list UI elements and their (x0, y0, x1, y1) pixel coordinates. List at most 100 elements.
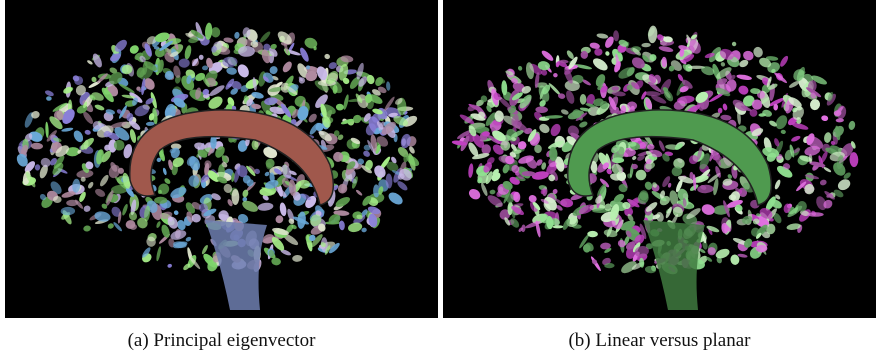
texture (362, 150, 371, 159)
texture (820, 150, 829, 163)
figure-image-a (5, 0, 438, 318)
texture (298, 180, 310, 189)
texture (252, 77, 257, 91)
texture (849, 152, 858, 167)
texture (720, 61, 726, 67)
texture (722, 103, 728, 111)
texture (706, 224, 720, 233)
texture (199, 55, 204, 60)
texture (467, 187, 482, 202)
texture (823, 132, 832, 144)
texture (121, 203, 129, 216)
texture (780, 130, 786, 135)
texture (31, 142, 44, 149)
texture (774, 179, 782, 190)
texture (128, 210, 139, 222)
texture (173, 209, 180, 215)
texture (647, 25, 657, 43)
texture (339, 220, 346, 230)
texture (83, 205, 92, 213)
texture (112, 221, 123, 232)
texture (154, 197, 167, 204)
figure-image-b (443, 0, 876, 318)
texture (517, 65, 523, 71)
texture (823, 166, 832, 173)
texture (155, 246, 161, 262)
texture (129, 128, 137, 143)
texture (807, 212, 823, 217)
brain-stem (643, 220, 705, 310)
texture (210, 192, 222, 202)
texture (408, 145, 416, 154)
texture (596, 33, 608, 40)
texture (774, 113, 790, 131)
texture (587, 231, 598, 238)
texture (779, 55, 790, 68)
texture (257, 202, 274, 212)
texture (201, 244, 209, 255)
texture (665, 206, 674, 219)
texture (697, 184, 714, 193)
texture (386, 81, 391, 91)
texture (84, 129, 91, 135)
texture (468, 163, 474, 178)
texture (737, 84, 750, 96)
texture (701, 203, 716, 217)
texture (86, 59, 93, 65)
texture (736, 74, 752, 81)
texture (107, 222, 115, 229)
page: (a) Principal eigenvector (b) Linear ver… (0, 0, 880, 364)
texture (336, 103, 344, 110)
texture (636, 191, 650, 206)
texture (528, 194, 538, 204)
texture (836, 118, 844, 123)
texture (553, 225, 564, 228)
texture (258, 30, 271, 44)
texture (821, 115, 829, 122)
texture (809, 98, 821, 111)
texture (396, 180, 409, 193)
texture (66, 200, 78, 207)
texture (848, 120, 856, 130)
texture (752, 46, 764, 59)
texture (91, 52, 104, 69)
texture (540, 49, 555, 63)
texture (211, 27, 220, 38)
texture (641, 43, 651, 48)
texture (184, 45, 193, 60)
texture (553, 72, 559, 78)
texture (162, 167, 167, 175)
texture (538, 122, 552, 135)
texture (564, 89, 576, 105)
texture (560, 108, 569, 115)
texture (61, 127, 73, 132)
texture (361, 227, 367, 232)
texture (72, 129, 85, 144)
texture (742, 49, 755, 61)
texture (658, 45, 674, 53)
texture (235, 62, 251, 79)
texture (156, 221, 162, 229)
texture (279, 202, 287, 217)
texture (480, 182, 489, 196)
caption: (a) Principal eigenvector (5, 330, 438, 352)
texture (549, 122, 563, 137)
texture (489, 189, 495, 194)
texture (324, 53, 331, 60)
texture (773, 71, 788, 84)
texture (94, 104, 105, 112)
texture (580, 94, 587, 105)
texture (644, 180, 654, 191)
texture (87, 181, 95, 189)
texture (234, 31, 240, 39)
texture (45, 122, 49, 138)
texture (167, 263, 173, 268)
texture (347, 221, 363, 233)
texture (39, 157, 51, 169)
texture (836, 177, 852, 192)
texture (231, 189, 239, 205)
texture (94, 187, 107, 198)
texture (44, 89, 55, 97)
texture (521, 224, 526, 232)
texture (98, 174, 110, 188)
